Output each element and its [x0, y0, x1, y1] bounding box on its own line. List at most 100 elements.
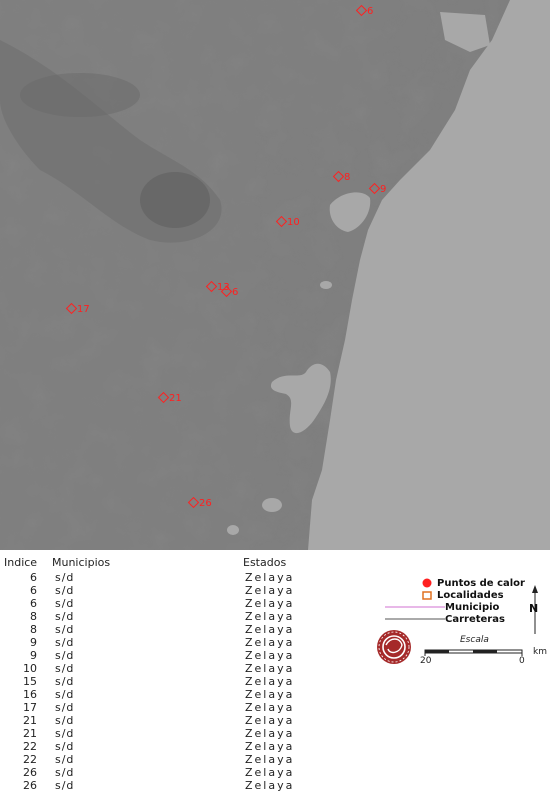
hotspot-legend-icon [422, 578, 432, 588]
hotspot-diamond [355, 4, 368, 17]
hotspot-diamond [275, 215, 288, 228]
row-municipio: s/d [55, 636, 75, 649]
row-municipio: s/d [55, 688, 75, 701]
row-municipio: s/d [55, 753, 75, 766]
lagoon-north [440, 12, 490, 52]
scale-title: Escala [460, 635, 489, 645]
row-indice: 21 [23, 714, 37, 727]
table-row: 22 s/d Zelaya [0, 753, 320, 766]
row-estado: Zelaya [245, 649, 295, 662]
table-row: 15 s/d Zelaya [0, 675, 320, 688]
hotspot-diamond [65, 302, 78, 315]
north-label: N [529, 602, 539, 615]
row-estado: Zelaya [245, 701, 295, 714]
header-municipios: Municipios [52, 556, 111, 569]
row-indice: 26 [23, 766, 37, 779]
row-estado: Zelaya [245, 584, 295, 597]
hotspot-label: 6 [232, 287, 238, 298]
locality-legend-icon [422, 591, 432, 600]
north-arrow-icon [532, 585, 538, 634]
legend-roads: Carreteras [445, 614, 505, 625]
hotspot-marker[interactable]: 6 [220, 285, 239, 298]
hotspot-label: 9 [380, 184, 386, 195]
hotspot-label: 8 [344, 172, 350, 183]
scale-bar [424, 649, 523, 656]
seal-icon [377, 630, 411, 664]
table-row: 10 s/d Zelaya [0, 662, 320, 675]
header-indice: Indice [4, 556, 38, 569]
scale-right-label: 0 [519, 656, 525, 666]
row-indice: 9 [30, 636, 37, 649]
row-estado: Zelaya [245, 623, 295, 636]
row-estado: Zelaya [245, 766, 295, 779]
table-row: 21 s/d Zelaya [0, 714, 320, 727]
scale-unit: km [533, 647, 547, 657]
row-indice: 15 [23, 675, 37, 688]
legend-municipality: Municipio [445, 602, 500, 613]
table-row: 22 s/d Zelaya [0, 740, 320, 753]
table-header: Indice Municipios Estados [0, 556, 320, 571]
row-municipio: s/d [55, 740, 75, 753]
hotspot-marker[interactable]: 17 [65, 302, 90, 315]
hotspot-diamond [187, 496, 200, 509]
row-estado: Zelaya [245, 688, 295, 701]
row-indice: 22 [23, 740, 37, 753]
row-estado: Zelaya [245, 714, 295, 727]
row-municipio: s/d [55, 675, 75, 688]
hotspot-marker[interactable]: 8 [332, 170, 351, 183]
table-row: 21 s/d Zelaya [0, 727, 320, 740]
row-estado: Zelaya [245, 636, 295, 649]
row-municipio: s/d [55, 584, 75, 597]
legend: Puntos de calor Localidades Municipio Ca… [370, 575, 550, 685]
hotspot-label: 13 [217, 282, 230, 293]
row-indice: 10 [23, 662, 37, 675]
hotspot-marker[interactable]: 26 [187, 496, 212, 509]
row-estado: Zelaya [245, 675, 295, 688]
hotspot-label: 6 [367, 6, 373, 17]
hotspot-diamond [368, 182, 381, 195]
row-indice: 6 [30, 597, 37, 610]
small-lagoon [227, 525, 239, 535]
row-municipio: s/d [55, 623, 75, 636]
row-indice: 8 [30, 610, 37, 623]
hotspot-label: 21 [169, 393, 182, 404]
hotspot-diamond [332, 170, 345, 183]
row-estado: Zelaya [245, 727, 295, 740]
row-municipio: s/d [55, 779, 75, 792]
hotspot-diamond [157, 391, 170, 404]
row-indice: 26 [23, 779, 37, 792]
scale-left-label: 20 [420, 656, 432, 666]
lagoon-central [329, 192, 371, 232]
row-estado: Zelaya [245, 779, 295, 792]
hotspot-table: Indice Municipios Estados 6 s/d Zelaya 6 s/d… [0, 556, 320, 792]
hotspot-marker[interactable]: 13 [205, 280, 230, 293]
row-municipio: s/d [55, 701, 75, 714]
hotspot-diamond [205, 280, 218, 293]
table-row: 17 s/d Zelaya [0, 701, 320, 714]
row-indice: 6 [30, 571, 37, 584]
row-municipio: s/d [55, 662, 75, 675]
table-row: 16 s/d Zelaya [0, 688, 320, 701]
row-municipio: s/d [55, 649, 75, 662]
small-lagoon [262, 498, 282, 512]
hotspot-marker[interactable]: 21 [157, 391, 182, 404]
table-row: 9 s/d Zelaya [0, 649, 320, 662]
row-indice: 16 [23, 688, 37, 701]
table-row: 26 s/d Zelaya [0, 779, 320, 792]
row-estado: Zelaya [245, 662, 295, 675]
row-estado: Zelaya [245, 753, 295, 766]
header-estados: Estados [243, 556, 287, 569]
hotspot-marker[interactable]: 10 [275, 215, 300, 228]
hotspot-label: 10 [287, 217, 300, 228]
table-row: 6 s/d Zelaya [0, 597, 320, 610]
row-estado: Zelaya [245, 571, 295, 584]
row-municipio: s/d [55, 610, 75, 623]
row-estado: Zelaya [245, 740, 295, 753]
small-lagoon [320, 281, 332, 289]
hotspot-marker[interactable]: 6 [355, 4, 374, 17]
row-municipio: s/d [55, 714, 75, 727]
row-estado: Zelaya [245, 610, 295, 623]
hotspot-marker[interactable]: 9 [368, 182, 387, 195]
